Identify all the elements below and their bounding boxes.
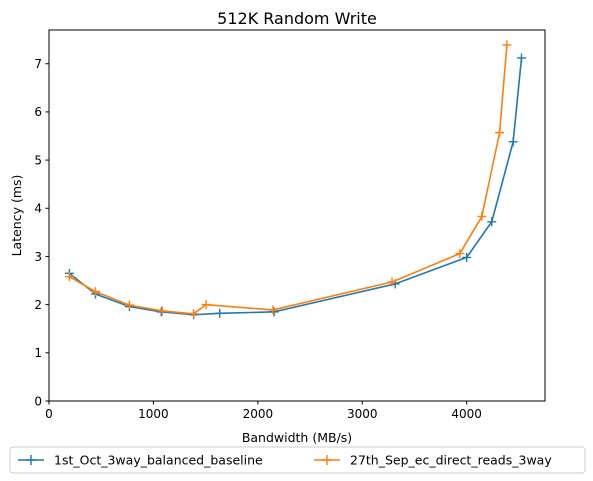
y-tick-label: 4 — [34, 202, 42, 216]
plot-frame — [48, 29, 546, 402]
x-tick-label: 2000 — [243, 407, 274, 421]
x-axis: 0 1000 2000 3000 4000 — [45, 401, 482, 421]
data-point — [508, 137, 518, 147]
data-point — [495, 128, 505, 138]
data-point — [64, 272, 74, 282]
y-tick-label: 5 — [34, 153, 42, 167]
legend-entry: 27th_Sep_ec_direct_reads_3way — [350, 453, 552, 468]
x-tick-label: 1000 — [138, 407, 169, 421]
data-point — [268, 305, 278, 315]
x-tick-label: 3000 — [347, 407, 378, 421]
y-tick-label: 7 — [34, 57, 42, 71]
series-line — [68, 57, 523, 316]
plot-background — [49, 30, 545, 401]
data-point — [462, 252, 472, 262]
data-point — [189, 309, 199, 319]
series-layer — [64, 40, 527, 320]
series — [64, 40, 512, 319]
y-tick-label: 6 — [34, 105, 42, 119]
y-tick-label: 1 — [34, 346, 42, 360]
data-point — [477, 211, 487, 221]
y-tick-label: 0 — [34, 394, 42, 408]
series-line — [68, 44, 508, 315]
chart-title: 512K Random Write — [217, 9, 377, 28]
legend-swatch-marker — [26, 455, 36, 465]
y-tick-label: 3 — [34, 250, 42, 264]
data-point — [124, 300, 134, 310]
y-tick-label: 2 — [34, 298, 42, 312]
data-point — [201, 300, 211, 310]
data-point — [90, 287, 100, 297]
legend-entry: 1st_Oct_3way_balanced_baseline — [54, 453, 263, 468]
legend-frame — [9, 446, 586, 474]
legend-swatch-marker — [322, 455, 332, 465]
x-axis-label: Bandwidth (MB/s) — [242, 430, 352, 445]
x-tick-label: 0 — [45, 407, 53, 421]
legend: 1st_Oct_3way_balanced_baseline 27th_Sep_… — [9, 446, 586, 474]
data-point — [455, 249, 465, 259]
data-point — [502, 40, 512, 50]
data-point — [215, 308, 225, 318]
data-point — [157, 306, 167, 316]
y-axis: 0 1 2 3 4 5 6 7 — [34, 57, 49, 408]
data-point — [269, 307, 279, 317]
x-tick-label: 4000 — [451, 407, 482, 421]
data-point — [387, 277, 397, 287]
y-axis-label: Latency (ms) — [9, 175, 24, 257]
data-point — [487, 217, 497, 227]
data-point — [517, 53, 527, 63]
